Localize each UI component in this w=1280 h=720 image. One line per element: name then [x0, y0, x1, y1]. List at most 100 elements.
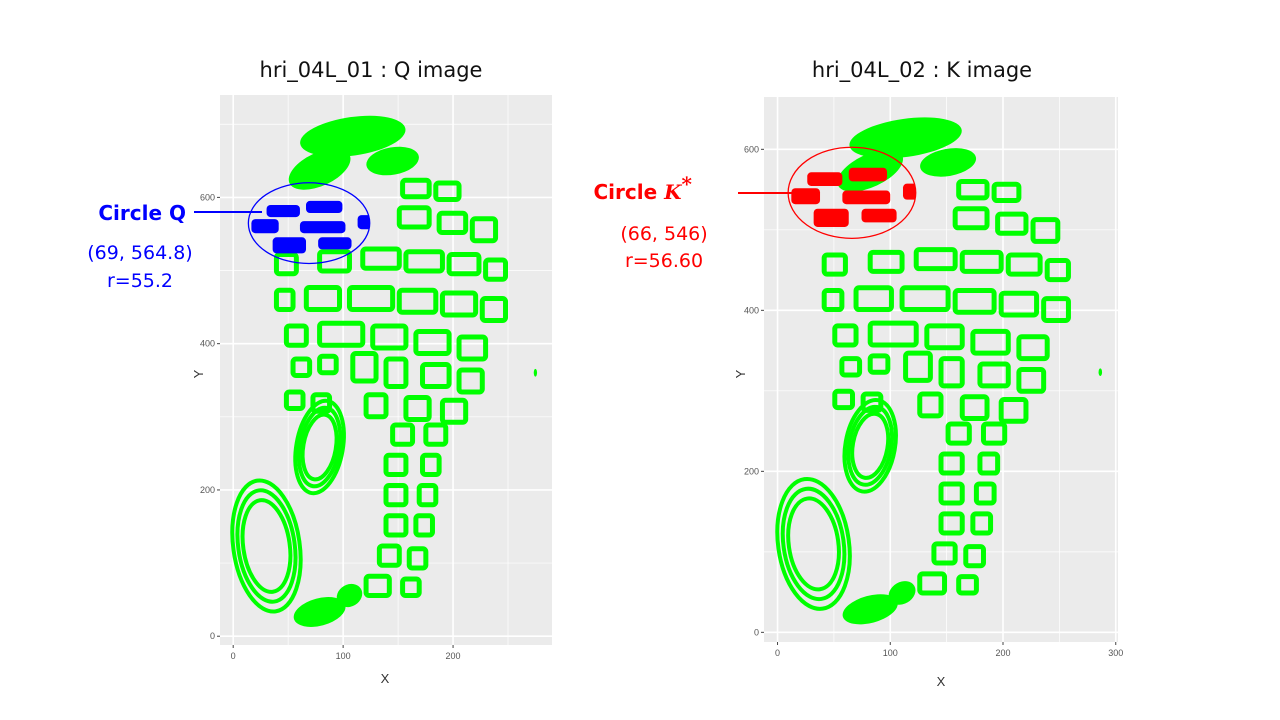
tread-lug	[991, 181, 1022, 204]
circle-k-label: Circle K*	[594, 172, 693, 204]
tread-lug	[973, 481, 997, 506]
tread-lug	[420, 452, 442, 477]
tread-lug	[413, 513, 435, 538]
tread-lug	[970, 328, 1011, 356]
panel-q-ticks: 0 100 200 0 200 400 600	[200, 192, 461, 661]
tread-lug	[938, 356, 965, 389]
tread-lug	[832, 388, 855, 411]
circle-k-center: (66, 546)	[620, 223, 707, 245]
y-tick-label: 0	[210, 631, 215, 641]
tread-lug	[1030, 217, 1061, 244]
y-tick-label: 600	[744, 144, 759, 154]
tread-lug	[913, 247, 958, 272]
tread-lug	[995, 211, 1029, 236]
tread-lug	[821, 252, 848, 277]
panel-k-image: hri_04L_02 : K image 0 100 200 300 0 200 400 60…	[733, 58, 1123, 689]
highlight-lug	[848, 167, 888, 182]
heel-ring	[775, 476, 852, 611]
heel-ring	[842, 397, 898, 494]
tread-lug	[1044, 258, 1071, 283]
heel-ring	[293, 398, 346, 496]
x-tick-label: 300	[1108, 648, 1123, 658]
tread-lug	[439, 397, 469, 425]
x-tick-label: 100	[883, 648, 898, 658]
tread-lug	[376, 543, 402, 568]
tread-lug	[317, 249, 352, 274]
tread-lug	[977, 451, 1001, 476]
tread-blob	[533, 368, 538, 377]
y-tick-label: 200	[744, 466, 759, 476]
highlight-lug	[306, 200, 343, 214]
tread-lug	[283, 323, 309, 348]
tread-lug	[959, 249, 1004, 274]
tread-lug	[403, 249, 445, 274]
tread-lug	[853, 285, 894, 313]
highlight-lug	[318, 237, 352, 250]
tread-lug	[456, 334, 489, 362]
tread-lug	[363, 392, 389, 420]
tread-lug	[938, 481, 965, 506]
tread-lug	[956, 178, 990, 201]
tread-lug	[396, 287, 439, 315]
tread-lug	[273, 252, 299, 277]
x-tick-label: 100	[336, 651, 351, 661]
heel-ring	[846, 404, 895, 487]
tread-lug	[483, 257, 509, 282]
tread-lug	[383, 513, 409, 538]
panel-k-highlight	[787, 146, 917, 240]
highlight-lug	[842, 190, 891, 205]
panel-q-footprint	[230, 115, 538, 627]
annotation-circle-k: Circle K* (66, 546) r=56.60	[594, 172, 795, 272]
tread-lug	[1041, 296, 1071, 323]
tread-lug	[360, 246, 402, 271]
tread-lug	[273, 287, 296, 312]
y-tick-label: 400	[200, 339, 215, 349]
tread-blob	[366, 146, 419, 176]
highlight-fill	[251, 200, 370, 254]
tread-lug	[363, 573, 392, 598]
tread-lug	[931, 541, 958, 566]
tread-blob	[1098, 368, 1103, 377]
highlight-lug	[813, 208, 849, 227]
tread-lug	[998, 290, 1040, 318]
tread-lug	[413, 329, 452, 356]
panel-q-title: hri_04L_01 : Q image	[260, 58, 483, 83]
tread-lug	[420, 362, 452, 389]
x-tick-label: 200	[995, 648, 1010, 658]
highlight-lug	[266, 204, 300, 218]
tread-lug	[867, 320, 919, 348]
x-tick-label: 0	[231, 651, 236, 661]
circle-k-label-sup: *	[682, 172, 693, 196]
highlight-lug	[299, 221, 346, 234]
highlight-circle	[247, 182, 371, 265]
y-tick-label: 400	[744, 305, 759, 315]
tread-lug	[436, 210, 469, 235]
tread-lug	[899, 285, 951, 313]
tread-lug	[977, 361, 1011, 389]
tread-lug	[839, 356, 863, 378]
circle-q-label: Circle Q	[98, 201, 186, 225]
heel-ring	[296, 405, 343, 489]
tread-lug	[400, 177, 432, 200]
heel-ring	[786, 496, 841, 592]
tread-lug	[867, 353, 891, 375]
tread-lug	[370, 323, 409, 351]
tread-lug	[963, 544, 986, 569]
tread-blob	[849, 117, 962, 159]
tread-lug	[406, 546, 429, 571]
tread-lug	[945, 421, 972, 446]
tread-lug	[917, 391, 944, 419]
tread-blob	[336, 583, 363, 608]
tread-lug	[446, 252, 482, 277]
tread-lug	[439, 290, 479, 318]
tread-lug	[456, 367, 485, 395]
highlight-lug	[807, 172, 843, 186]
tread-lug	[821, 287, 845, 313]
y-tick-label: 600	[200, 192, 215, 202]
tread-lug	[390, 422, 416, 447]
heel-ring	[240, 498, 293, 594]
annotation-circle-q: Circle Q (69, 564.8) r=55.2	[87, 201, 262, 292]
heel-ring	[230, 478, 303, 614]
heel-ring	[300, 412, 339, 482]
